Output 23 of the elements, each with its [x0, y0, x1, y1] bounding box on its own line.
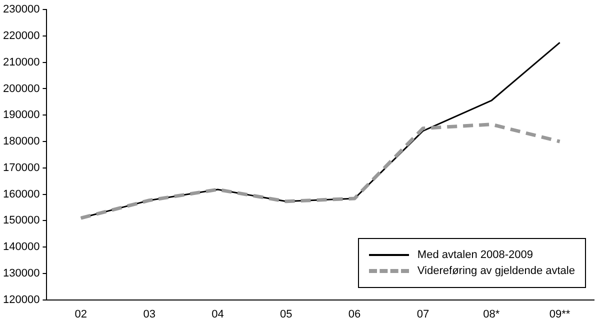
- x-tick-label: 07: [416, 308, 430, 320]
- y-tick-label: 160000: [2, 188, 40, 200]
- y-tick-label: 150000: [2, 214, 40, 227]
- x-tick-label: 06: [348, 308, 361, 320]
- line-series: [79, 122, 562, 220]
- y-tick-label: 230000: [2, 4, 40, 16]
- x-tick-label: 09**: [549, 308, 571, 320]
- x-tick-label: 02: [74, 308, 88, 320]
- legend-label: Med avtalen 2008-2009: [417, 249, 534, 261]
- y-tick-label: 220000: [2, 30, 40, 42]
- y-tick-label: 120000: [2, 294, 40, 306]
- y-tick-label: 180000: [2, 136, 40, 148]
- legend-label: Videreføring av gjeldende avtale: [417, 265, 575, 277]
- x-tick-label: 08*: [483, 308, 500, 320]
- x-tick-label: 05: [280, 308, 292, 320]
- y-tick-label: 140000: [2, 241, 40, 254]
- x-tick-label: 04: [212, 308, 224, 320]
- y-tick-label: 130000: [2, 267, 40, 280]
- y-tick-label: 210000: [2, 56, 40, 68]
- y-tick-label: 170000: [2, 162, 40, 174]
- y-tick-label: 200000: [2, 82, 40, 95]
- x-tick-label: 03: [143, 308, 156, 320]
- y-tick-label: 190000: [2, 109, 40, 122]
